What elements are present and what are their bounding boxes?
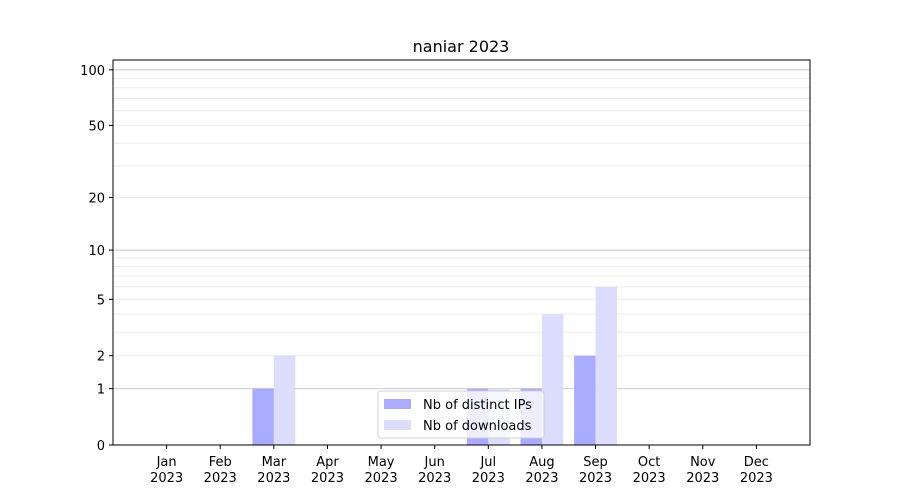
- y-tick-label: 50: [88, 119, 105, 134]
- x-tick-label: Jan 2023: [150, 455, 183, 486]
- y-tick-label: 1: [97, 383, 105, 398]
- y-tick-label: 2: [97, 350, 105, 365]
- x-tick-label: Jun 2023: [418, 455, 451, 486]
- legend-swatch: [384, 420, 411, 430]
- y-tick-label: 100: [80, 64, 105, 79]
- plot-frame: [112, 59, 811, 446]
- x-tick-label: Sep 2023: [579, 455, 612, 486]
- y-tick-label: 10: [88, 244, 105, 259]
- y-tick-label: 20: [88, 192, 105, 207]
- bar-downloads: [595, 286, 617, 445]
- legend-label: Nb of downloads: [423, 419, 532, 434]
- x-tick-label: Jul 2023: [472, 455, 505, 486]
- x-tick-label: May 2023: [365, 455, 398, 486]
- x-tick-label: Mar 2023: [257, 455, 290, 486]
- bar-distinct-ips: [574, 355, 596, 445]
- legend-swatch: [384, 399, 411, 409]
- x-tick-label: Nov 2023: [686, 455, 719, 486]
- chart-title: naniar 2023: [413, 37, 510, 56]
- x-tick-label: Apr 2023: [311, 455, 344, 486]
- bar-downloads: [541, 314, 564, 445]
- y-tick-label: 0: [97, 439, 105, 454]
- legend-box: [377, 390, 545, 439]
- bar-distinct-ips: [252, 388, 274, 445]
- bar-downloads: [273, 355, 296, 445]
- legend: Nb of distinct IPs Nb of downloads: [377, 390, 545, 439]
- y-tick-label: 5: [97, 293, 105, 308]
- legend-label: Nb of distinct IPs: [423, 398, 532, 413]
- x-tick-label: Aug 2023: [525, 455, 558, 486]
- x-tick-label: Dec 2023: [740, 455, 773, 486]
- x-tick-label: Oct 2023: [633, 455, 666, 486]
- x-tick-label: Feb 2023: [204, 455, 237, 486]
